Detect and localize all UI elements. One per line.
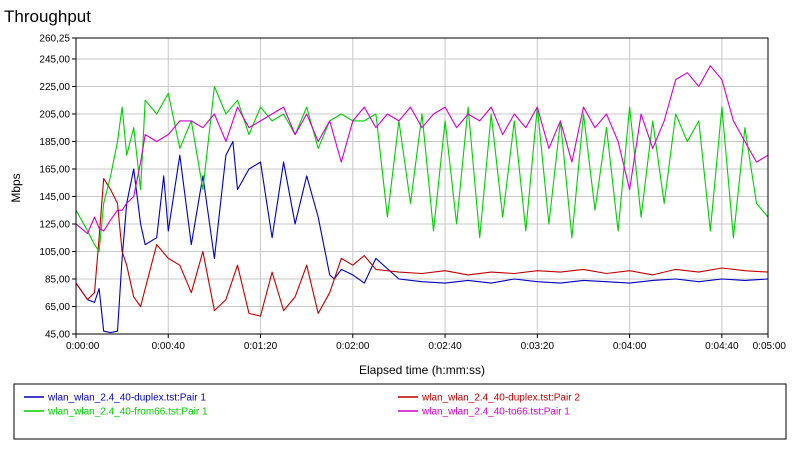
legend-label: wlan_wlan_2.4_40-from66.tst:Pair 1	[47, 407, 208, 418]
x-tick-label: 0:02:40	[428, 341, 462, 352]
y-tick-label: 185,00	[39, 137, 70, 148]
y-tick-label: 65,00	[45, 302, 70, 313]
x-tick-label: 0:01:20	[244, 341, 278, 352]
x-tick-label: 0:00:40	[152, 341, 186, 352]
y-tick-label: 165,00	[39, 164, 70, 175]
x-tick-label: 0:02:00	[336, 341, 370, 352]
y-tick-label: 205,00	[39, 109, 70, 120]
legend-box	[13, 383, 787, 440]
legend: wlan_wlan_2.4_40-duplex.tst:Pair 1 wlan_w…	[24, 393, 580, 418]
y-tick-label: 260,25	[39, 34, 70, 45]
x-tick-label: 0:04:00	[613, 341, 647, 352]
x-axis-label: Elapsed time (h:mm:ss)	[359, 363, 485, 377]
x-tick-label: 0:05:00	[753, 341, 787, 352]
chart-title: Throughput	[4, 7, 91, 26]
y-tick-label: 125,00	[39, 219, 70, 230]
legend-label: wlan_wlan_2.4_40-duplex.tst:Pair 2	[421, 393, 580, 404]
y-tick-label: 225,00	[39, 82, 70, 93]
y-axis-label: Mbps	[9, 173, 23, 202]
y-tick-label: 105,00	[39, 247, 70, 258]
series-line-3	[75, 85, 769, 253]
series-lines	[75, 65, 769, 334]
series-line-4	[75, 65, 769, 235]
legend-label: wlan_wlan_2.4_40-to66.tst:Pair 1	[421, 407, 570, 418]
series-line-1	[75, 140, 769, 334]
x-axis-tick-labels: 0:00:00 0:00:40 0:01:20 0:02:00 0:02:40 0:03:…	[66, 341, 786, 352]
plot-frame	[75, 37, 769, 335]
y-tick-label: 245,00	[39, 54, 70, 65]
legend-label: wlan_wlan_2.4_40-duplex.tst:Pair 1	[47, 393, 206, 404]
x-tick-label: 0:03:20	[521, 341, 555, 352]
plot-area	[76, 38, 768, 334]
y-tick-label: 85,00	[45, 274, 70, 285]
x-tick-label: 0:00:00	[66, 341, 100, 352]
y-axis-tick-labels: 45,00 65,00 85,00 105,00 125,00 145,00 165,00 1…	[39, 34, 70, 341]
series-line-2	[75, 178, 769, 317]
y-tick-label: 45,00	[45, 330, 70, 341]
x-tick-label: 0:04:40	[705, 341, 739, 352]
y-tick-label: 145,00	[39, 192, 70, 203]
